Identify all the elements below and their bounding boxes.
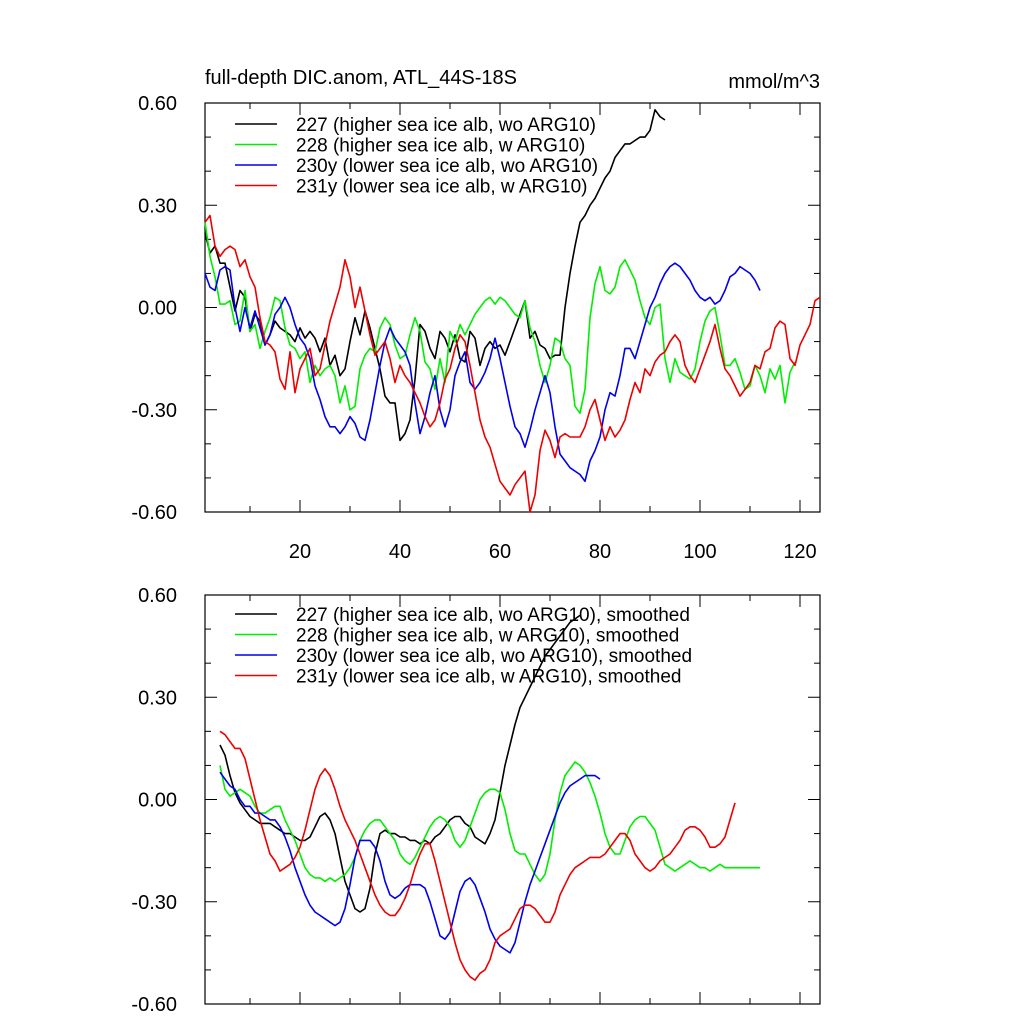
- series-line-228: [204, 222, 796, 415]
- series-line-227: [219, 614, 581, 913]
- x-tick-label: 40: [389, 541, 411, 563]
- x-tick-label: 20: [289, 541, 311, 563]
- x-tick-label: 80: [589, 541, 611, 563]
- legend-label: 231y (lower sea ice alb, w ARG10): [296, 177, 587, 198]
- y-tick-label: -0.60: [131, 502, 177, 524]
- legend-label: 230y (lower sea ice alb, wo ARG10), smoo…: [296, 646, 692, 667]
- y-tick-label: 0.30: [138, 687, 177, 709]
- legend-label: 231y (lower sea ice alb, w ARG10), smoot…: [296, 667, 681, 688]
- y-tick-label: 0.00: [138, 790, 177, 812]
- x-tick-label: 100: [683, 541, 716, 563]
- series-line-227: [204, 109, 666, 442]
- legend-label: 230y (lower sea ice alb, wo ARG10): [296, 156, 598, 177]
- chart-units: mmol/m^3: [728, 71, 820, 93]
- bottom-panel: -0.60 -0.30 0.00 0.30 0.60 227 (higher sea ic…: [131, 585, 821, 1016]
- chart-title: full-depth DIC.anom, ATL_44S-18S: [205, 67, 517, 89]
- x-tick-label: 60: [489, 541, 511, 563]
- series-line-230y: [204, 262, 761, 483]
- series-line-228: [219, 761, 760, 883]
- y-tick-label: -0.30: [131, 892, 177, 914]
- series-line-230y: [219, 771, 601, 954]
- y-tick-label: 0.00: [138, 298, 177, 320]
- y-tick-label: 0.60: [138, 93, 177, 115]
- top-panel: -0.60 -0.30 0.00 0.30 0.60 20 40 60 80 100 120 227 …: [131, 93, 821, 563]
- x-tick-label: 120: [783, 541, 816, 563]
- series-line-231y: [219, 730, 736, 981]
- legend-label: 228 (higher sea ice alb, w ARG10), smoot…: [296, 626, 679, 647]
- series-line-231y: [204, 214, 821, 513]
- y-tick-label: -0.30: [131, 400, 177, 422]
- legend-label: 227 (higher sea ice alb, wo ARG10), smoo…: [296, 605, 690, 626]
- y-tick-label: 0.30: [138, 195, 177, 217]
- legend-label: 228 (higher sea ice alb, w ARG10): [296, 136, 585, 157]
- y-tick-label: 0.60: [138, 585, 177, 607]
- legend-label: 227 (higher sea ice alb, wo ARG10): [296, 115, 596, 136]
- y-tick-label: -0.60: [131, 994, 177, 1016]
